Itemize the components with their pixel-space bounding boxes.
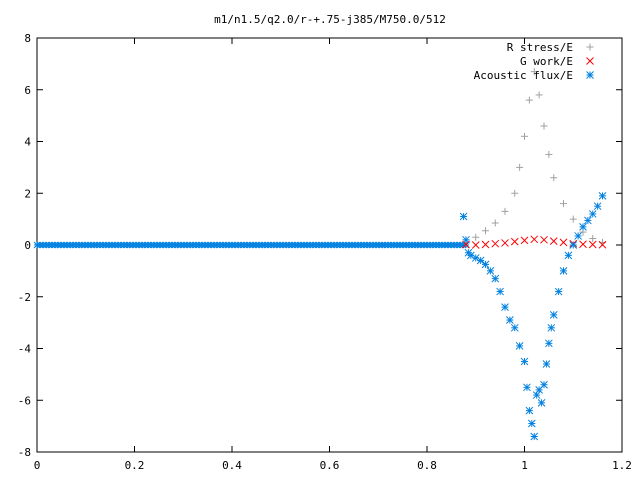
x-tick-label: 1 <box>521 459 528 472</box>
data-point <box>501 303 509 311</box>
y-tick-label: 4 <box>24 136 31 149</box>
data-point <box>510 323 519 332</box>
data-point <box>547 323 556 332</box>
data-point <box>525 406 534 415</box>
data-point <box>521 132 528 140</box>
y-tick-label: -2 <box>18 291 31 304</box>
data-point <box>491 219 499 227</box>
zero-baseline-series <box>33 241 470 249</box>
data-point <box>574 232 582 240</box>
data-point <box>471 241 480 249</box>
legend-label: Acoustic flux/E <box>474 69 573 82</box>
data-point <box>511 189 519 197</box>
data-point <box>588 210 597 218</box>
y-tick-label: 2 <box>24 187 31 200</box>
data-point <box>554 287 563 296</box>
chart-title: m1/n1.5/q2.0/r-+.75-j385/M750.0/512 <box>214 13 446 26</box>
data-point <box>569 241 578 249</box>
y-tick-label: 8 <box>24 32 31 45</box>
data-point <box>598 240 607 249</box>
data-point <box>593 202 602 211</box>
data-point <box>589 235 597 243</box>
data-point <box>530 68 538 76</box>
x-tick-label: 0.6 <box>320 459 340 472</box>
data-point <box>491 274 500 283</box>
series-1 <box>462 235 607 249</box>
data-point <box>462 235 470 244</box>
data-point <box>569 215 577 223</box>
data-point <box>549 311 558 319</box>
data-point <box>481 240 490 249</box>
data-point <box>501 239 509 247</box>
data-point <box>545 339 553 348</box>
x-tick-label: 0.2 <box>125 459 145 472</box>
data-point <box>516 163 524 171</box>
x-tick-label: 0.8 <box>417 459 437 472</box>
data-point <box>535 91 543 99</box>
data-point <box>584 216 592 225</box>
series-2 <box>459 191 607 441</box>
x-tick-label: 0 <box>34 459 41 472</box>
data-point <box>540 122 548 130</box>
data-point <box>506 316 514 324</box>
data-point <box>540 235 548 244</box>
data-point <box>496 287 504 296</box>
data-point <box>586 57 594 65</box>
data-point <box>542 360 551 368</box>
data-point <box>550 174 558 182</box>
data-point <box>545 150 553 158</box>
data-point <box>520 357 529 366</box>
data-point <box>579 223 587 231</box>
data-point <box>486 267 495 275</box>
data-point <box>501 207 509 215</box>
x-tick-label: 1.2 <box>612 459 632 472</box>
legend-label: G work/E <box>520 55 573 68</box>
x-tick-label: 0.4 <box>222 459 242 472</box>
data-point <box>537 398 546 407</box>
data-point <box>530 432 539 441</box>
y-tick-label: 6 <box>24 84 31 97</box>
data-point <box>472 233 480 241</box>
data-point <box>540 380 548 389</box>
data-point <box>549 237 558 245</box>
data-point <box>559 267 568 275</box>
data-point <box>586 43 594 51</box>
y-tick-label: -6 <box>18 394 31 407</box>
data-point <box>523 383 531 392</box>
data-point <box>588 240 597 249</box>
y-tick-label: -4 <box>18 343 32 356</box>
data-point <box>530 235 539 244</box>
legend-label: R stress/E <box>507 41 573 54</box>
y-tick-label: -8 <box>18 446 31 459</box>
data-point <box>525 96 533 104</box>
data-point <box>481 260 490 269</box>
data-point <box>559 238 568 247</box>
series-layer <box>459 68 607 441</box>
data-point <box>459 212 468 221</box>
data-point <box>491 239 500 248</box>
data-point <box>482 227 489 235</box>
data-point <box>564 251 573 260</box>
axis-ticks <box>36 37 623 453</box>
data-point <box>476 256 485 265</box>
data-point <box>598 191 607 200</box>
series-0 <box>462 68 606 246</box>
data-point <box>560 200 567 208</box>
data-point <box>579 240 587 249</box>
y-tick-label: 0 <box>24 239 31 252</box>
data-point <box>520 236 529 245</box>
data-point <box>510 237 519 246</box>
data-point <box>515 342 524 350</box>
data-point <box>527 419 536 428</box>
axis-tick-labels: 0 0.2 0.4 0.6 0.8 1 1.2 8 6 4 2 0 -2 -4 -6 -8 <box>18 32 632 472</box>
data-point <box>586 71 594 79</box>
